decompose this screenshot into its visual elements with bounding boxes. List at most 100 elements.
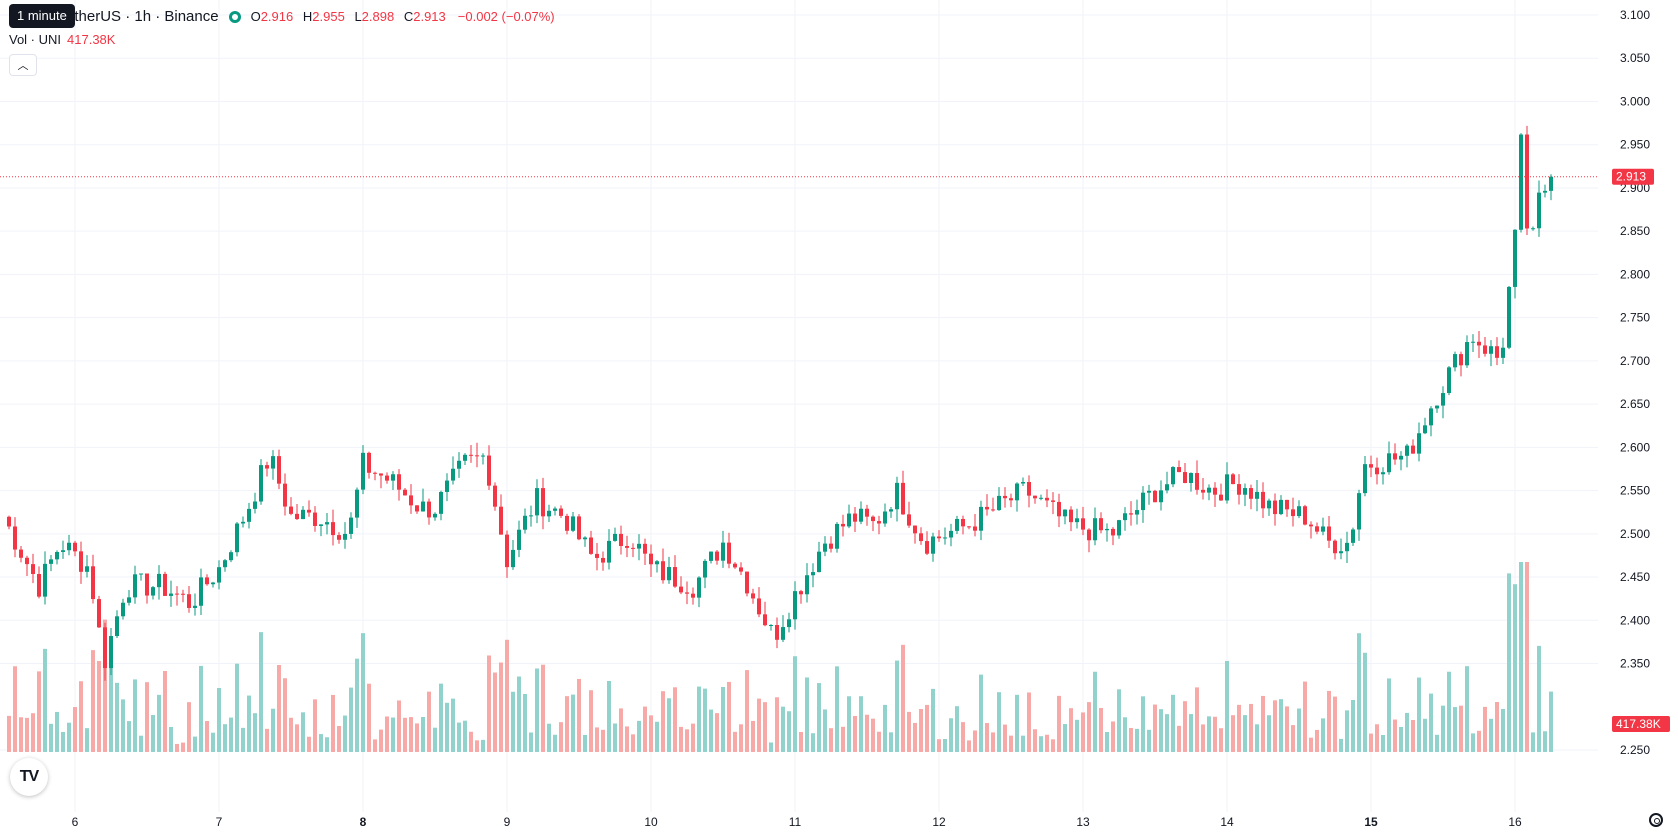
candle-body <box>973 526 977 531</box>
candle-body <box>391 474 395 481</box>
volume-bar <box>835 666 839 752</box>
volume-bar <box>1027 692 1031 752</box>
volume-bar <box>583 734 587 752</box>
candle-body <box>1285 499 1289 510</box>
volume-bar <box>913 722 917 752</box>
volume-bar <box>397 700 401 752</box>
candle-body <box>1477 341 1481 346</box>
candle-body <box>1447 367 1451 394</box>
symbol-title[interactable]: etherUS · 1h · Binance <box>66 8 219 25</box>
volume-bar <box>955 706 959 752</box>
volume-bar <box>727 681 731 752</box>
candle-body <box>1117 520 1121 536</box>
price-tick-label: 2.250 <box>1620 743 1650 757</box>
volume-bar <box>1279 699 1283 752</box>
volume-bar <box>613 723 617 752</box>
candle-body <box>703 560 707 578</box>
volume-bar <box>295 724 299 752</box>
candle-body <box>7 516 11 527</box>
volume-bar <box>427 691 431 752</box>
volume-bar <box>703 688 707 752</box>
volume-bar <box>685 729 689 752</box>
volume-bar <box>1255 724 1259 752</box>
volume-bar <box>901 644 905 752</box>
candle-body <box>601 557 605 563</box>
time-tick-label: 12 <box>932 815 946 829</box>
volume-bar <box>1045 734 1049 752</box>
candle-body <box>1537 192 1541 229</box>
candle-body <box>1387 453 1391 473</box>
volume-bar <box>1039 736 1043 752</box>
volume-bar <box>127 721 131 752</box>
volume-bar <box>733 731 737 752</box>
volume-bar <box>283 678 287 752</box>
volume-bar <box>1069 708 1073 752</box>
price-tick-label: 2.550 <box>1620 484 1650 498</box>
candle-body <box>1465 342 1469 366</box>
candle-body <box>1453 354 1457 368</box>
volume-bar <box>433 727 437 752</box>
candle-body <box>853 513 857 522</box>
candle-body <box>1063 509 1067 517</box>
volume-bar <box>781 706 785 752</box>
candle-body <box>943 537 947 539</box>
volume-bar <box>1267 715 1271 752</box>
candle-body <box>1351 529 1355 543</box>
price-tick-label: 2.450 <box>1620 570 1650 584</box>
candle-body <box>283 483 287 507</box>
candle-body <box>1057 501 1061 517</box>
volume-bar <box>1537 645 1541 752</box>
candle-body <box>697 577 701 598</box>
candle-body <box>883 511 887 524</box>
candle-body <box>1357 493 1361 530</box>
candle-body <box>871 516 875 522</box>
volume-bar <box>1093 671 1097 752</box>
volume-bar <box>499 662 503 752</box>
volume-legend[interactable]: Vol · UNI 417.38K <box>9 32 115 47</box>
volume-bar <box>919 709 923 752</box>
volume-bar <box>793 656 797 752</box>
candle-body <box>1267 500 1271 509</box>
volume-bar <box>1417 677 1421 752</box>
tradingview-logo-icon[interactable]: TV <box>10 758 48 796</box>
candle-body <box>919 533 923 542</box>
candle-body <box>889 509 893 512</box>
candle-body <box>1501 347 1505 358</box>
candle-body <box>655 561 659 565</box>
price-axis[interactable]: 3.1003.0503.0002.9502.9002.8502.8002.750… <box>1620 8 1650 757</box>
volume-bar <box>1525 562 1529 752</box>
candle-body <box>1507 286 1511 348</box>
volume-bar <box>1183 701 1187 752</box>
gear-icon[interactable] <box>1649 813 1663 827</box>
volume-bar <box>61 731 65 752</box>
candle-body <box>1153 490 1157 503</box>
candle-body <box>805 575 809 595</box>
volume-bar <box>1429 693 1433 752</box>
volume-bar <box>193 736 197 752</box>
volume-bar <box>1165 714 1169 752</box>
volume-bar <box>37 671 41 752</box>
volume-bar <box>817 683 821 752</box>
candle-body <box>1291 509 1295 517</box>
volume-bar <box>481 739 485 752</box>
volume-bar <box>145 682 149 752</box>
volume-bar <box>1117 689 1121 752</box>
volume-bar <box>805 677 809 752</box>
volume-bar <box>445 702 449 752</box>
candle-body <box>685 592 689 594</box>
volume-bar <box>1405 712 1409 752</box>
candle-body <box>421 501 425 512</box>
price-tick-label: 2.400 <box>1620 613 1650 627</box>
candle-body <box>1297 506 1301 517</box>
candle-body <box>319 524 323 526</box>
volume-bar <box>601 729 605 752</box>
time-axis[interactable]: 6 7 8 9 10 11 12 13 14 15 16 <box>72 815 1522 829</box>
volume-bar <box>697 686 701 752</box>
open-value: 2.916 <box>260 9 294 24</box>
volume-bar <box>19 717 23 752</box>
volume-bar <box>1273 700 1277 752</box>
candle-body <box>1429 408 1433 426</box>
collapse-legend-button[interactable]: ︿ <box>9 54 37 76</box>
volume-bar <box>1489 718 1493 752</box>
